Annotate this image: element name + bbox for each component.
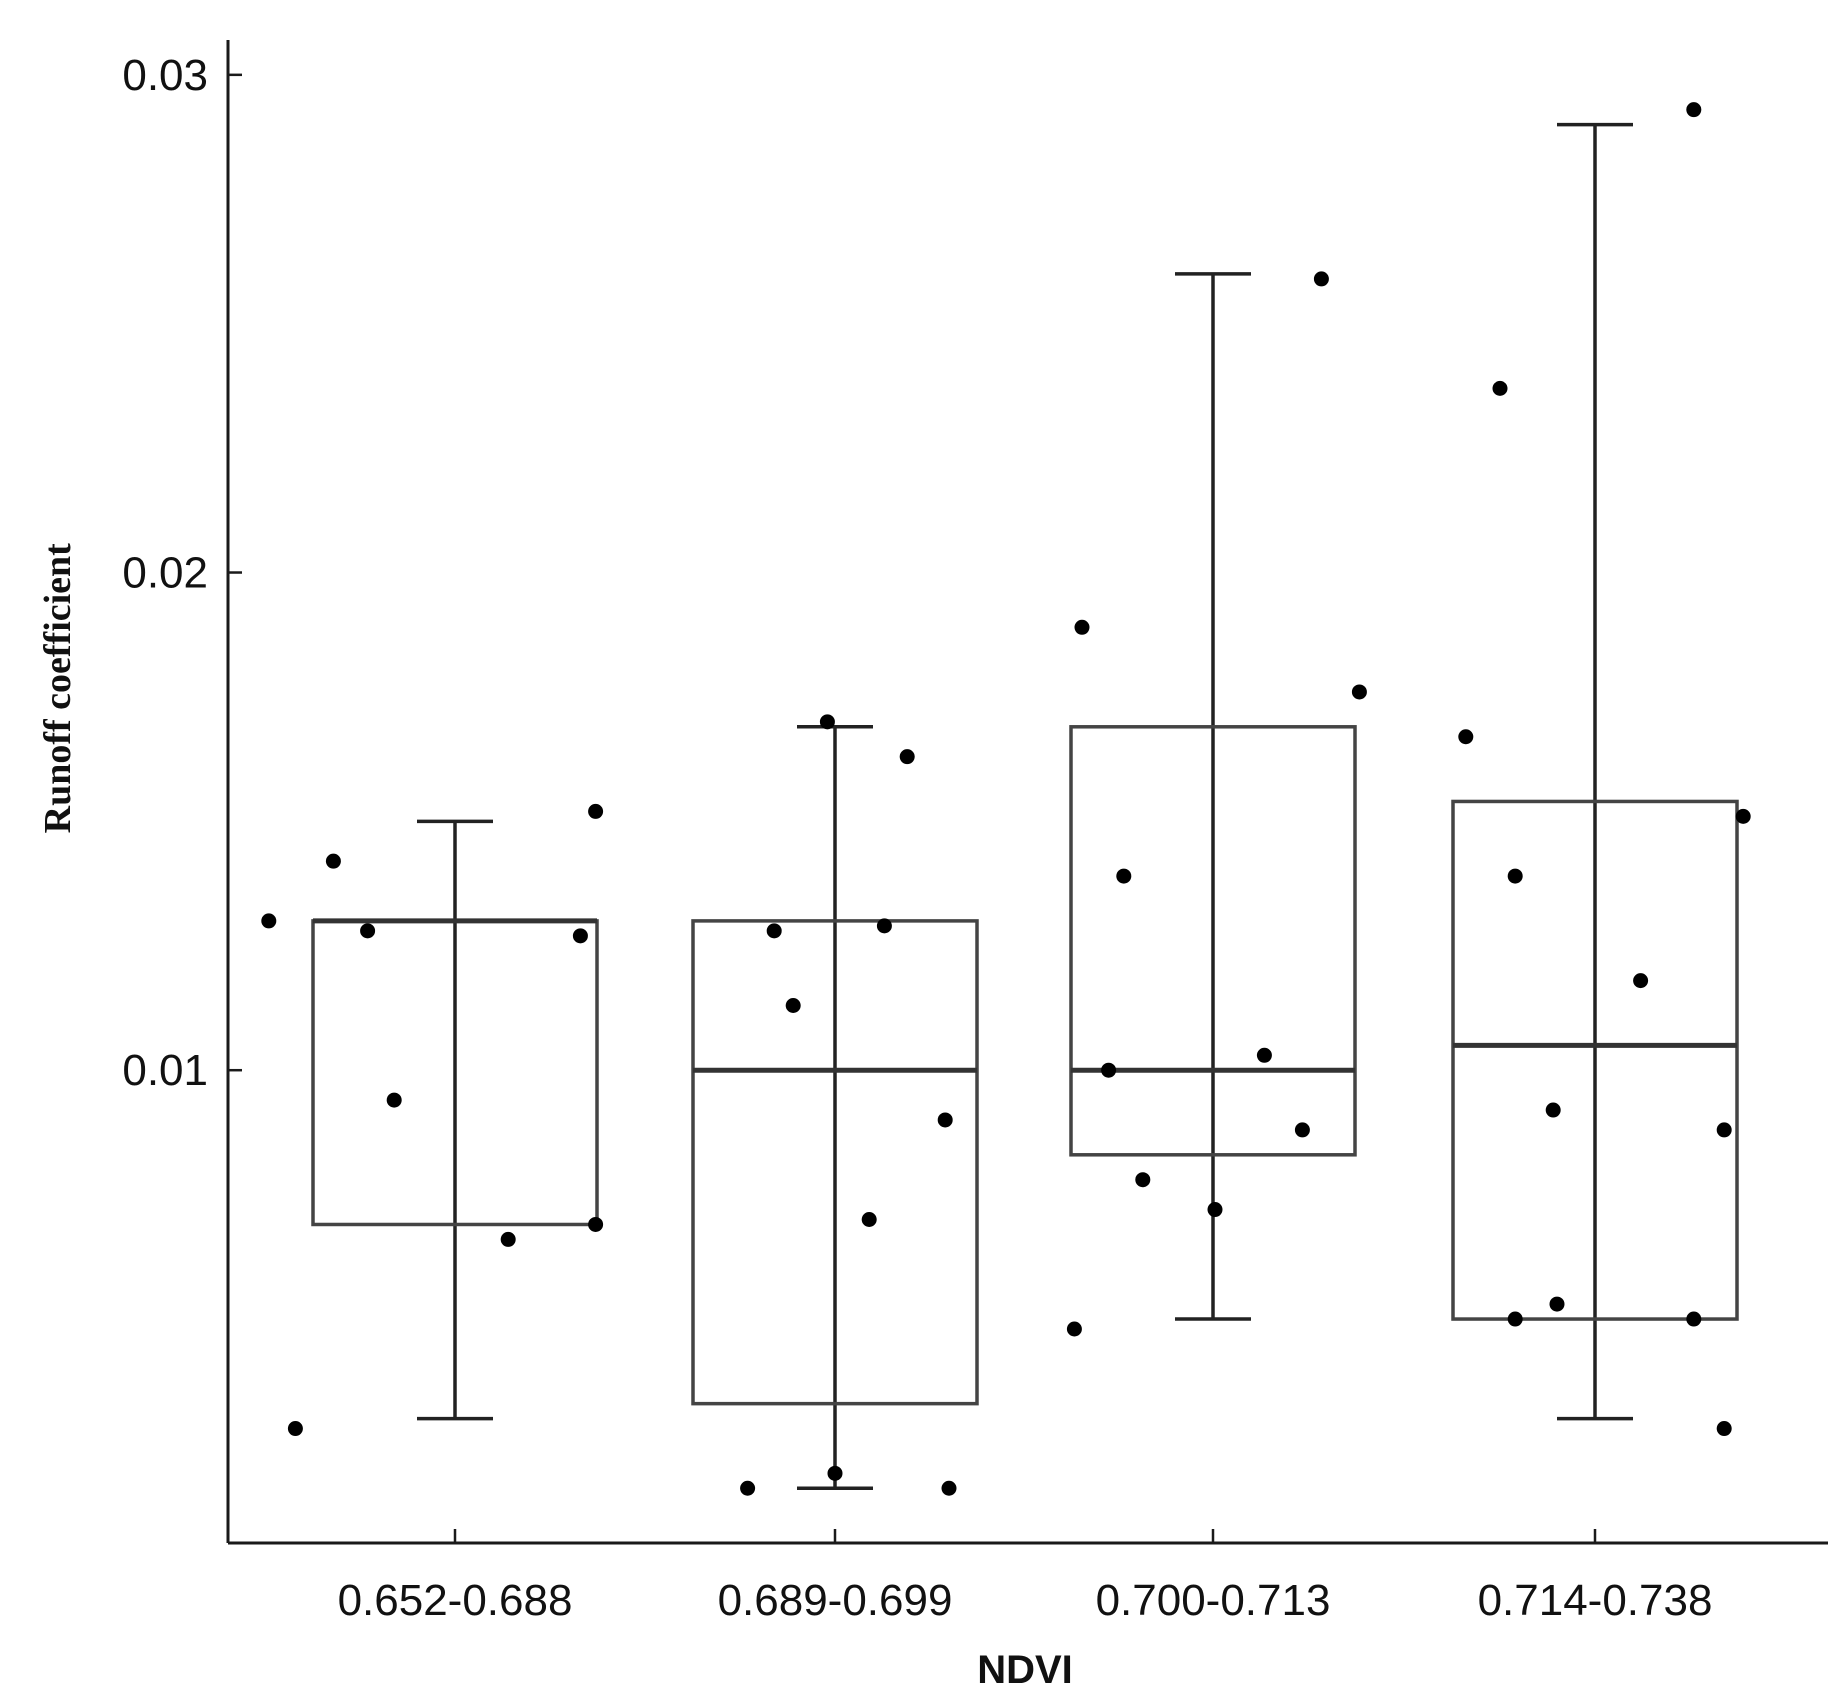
y-ticks: 0.01 0.02 0.03 <box>122 51 242 1095</box>
data-point <box>1633 973 1649 989</box>
data-point <box>766 923 782 939</box>
data-point <box>1507 868 1523 884</box>
data-point <box>1135 1172 1151 1188</box>
data-point <box>1686 1311 1702 1327</box>
axes <box>226 40 1828 1545</box>
data-point <box>1313 271 1329 287</box>
box-iqr <box>1069 725 1357 1157</box>
data-point <box>572 928 588 944</box>
y-tick-label: 0.01 <box>122 1046 208 1095</box>
box-group <box>1451 122 1739 1421</box>
data-point <box>861 1212 877 1228</box>
x-tick-label: 0.700-0.713 <box>1096 1576 1331 1625</box>
y-axis-label: Runoff coefficient <box>37 543 79 834</box>
data-point <box>1549 1296 1565 1312</box>
box-group <box>311 819 599 1421</box>
x-ticks: 0.652-0.688 0.689-0.699 0.700-0.713 0.714-0… <box>338 1529 1713 1625</box>
box-iqr <box>691 919 979 1406</box>
data-point <box>1458 729 1474 745</box>
data-point <box>1294 1122 1310 1138</box>
data-point <box>740 1480 756 1496</box>
data-point <box>588 803 604 819</box>
x-tick-label: 0.689-0.699 <box>718 1576 953 1625</box>
data-point <box>819 714 835 730</box>
data-point <box>287 1421 303 1437</box>
data-point <box>325 853 341 869</box>
data-point <box>1735 808 1751 824</box>
data-point <box>1066 1321 1082 1337</box>
boxes <box>311 122 1739 1491</box>
box-iqr <box>1451 799 1739 1321</box>
box-group <box>1069 272 1357 1321</box>
data-point <box>876 918 892 934</box>
data-point <box>899 749 915 765</box>
data-point <box>1716 1421 1732 1437</box>
data-points <box>261 102 1751 1496</box>
y-tick-label: 0.02 <box>122 549 208 598</box>
box-group <box>691 725 979 1491</box>
data-point <box>1074 619 1090 635</box>
data-point <box>1545 1102 1561 1118</box>
data-point <box>1116 868 1132 884</box>
data-point <box>1207 1202 1223 1218</box>
data-point <box>1507 1311 1523 1327</box>
data-point <box>1256 1047 1272 1063</box>
x-tick-label: 0.714-0.738 <box>1478 1576 1713 1625</box>
data-point <box>1351 684 1367 700</box>
data-point <box>1492 380 1508 396</box>
data-point <box>386 1092 402 1108</box>
data-point <box>785 998 801 1014</box>
x-axis-label: NDVI <box>977 1648 1073 1689</box>
x-tick-label: 0.652-0.688 <box>338 1576 573 1625</box>
data-point <box>500 1231 516 1247</box>
data-point <box>588 1216 604 1232</box>
y-tick-label: 0.03 <box>122 51 208 100</box>
data-point <box>1686 102 1702 118</box>
data-point <box>261 913 277 929</box>
data-point <box>941 1480 957 1496</box>
data-point <box>1101 1062 1117 1078</box>
data-point <box>937 1112 953 1128</box>
data-point <box>1716 1122 1732 1138</box>
data-point <box>360 923 376 939</box>
data-point <box>827 1465 843 1481</box>
